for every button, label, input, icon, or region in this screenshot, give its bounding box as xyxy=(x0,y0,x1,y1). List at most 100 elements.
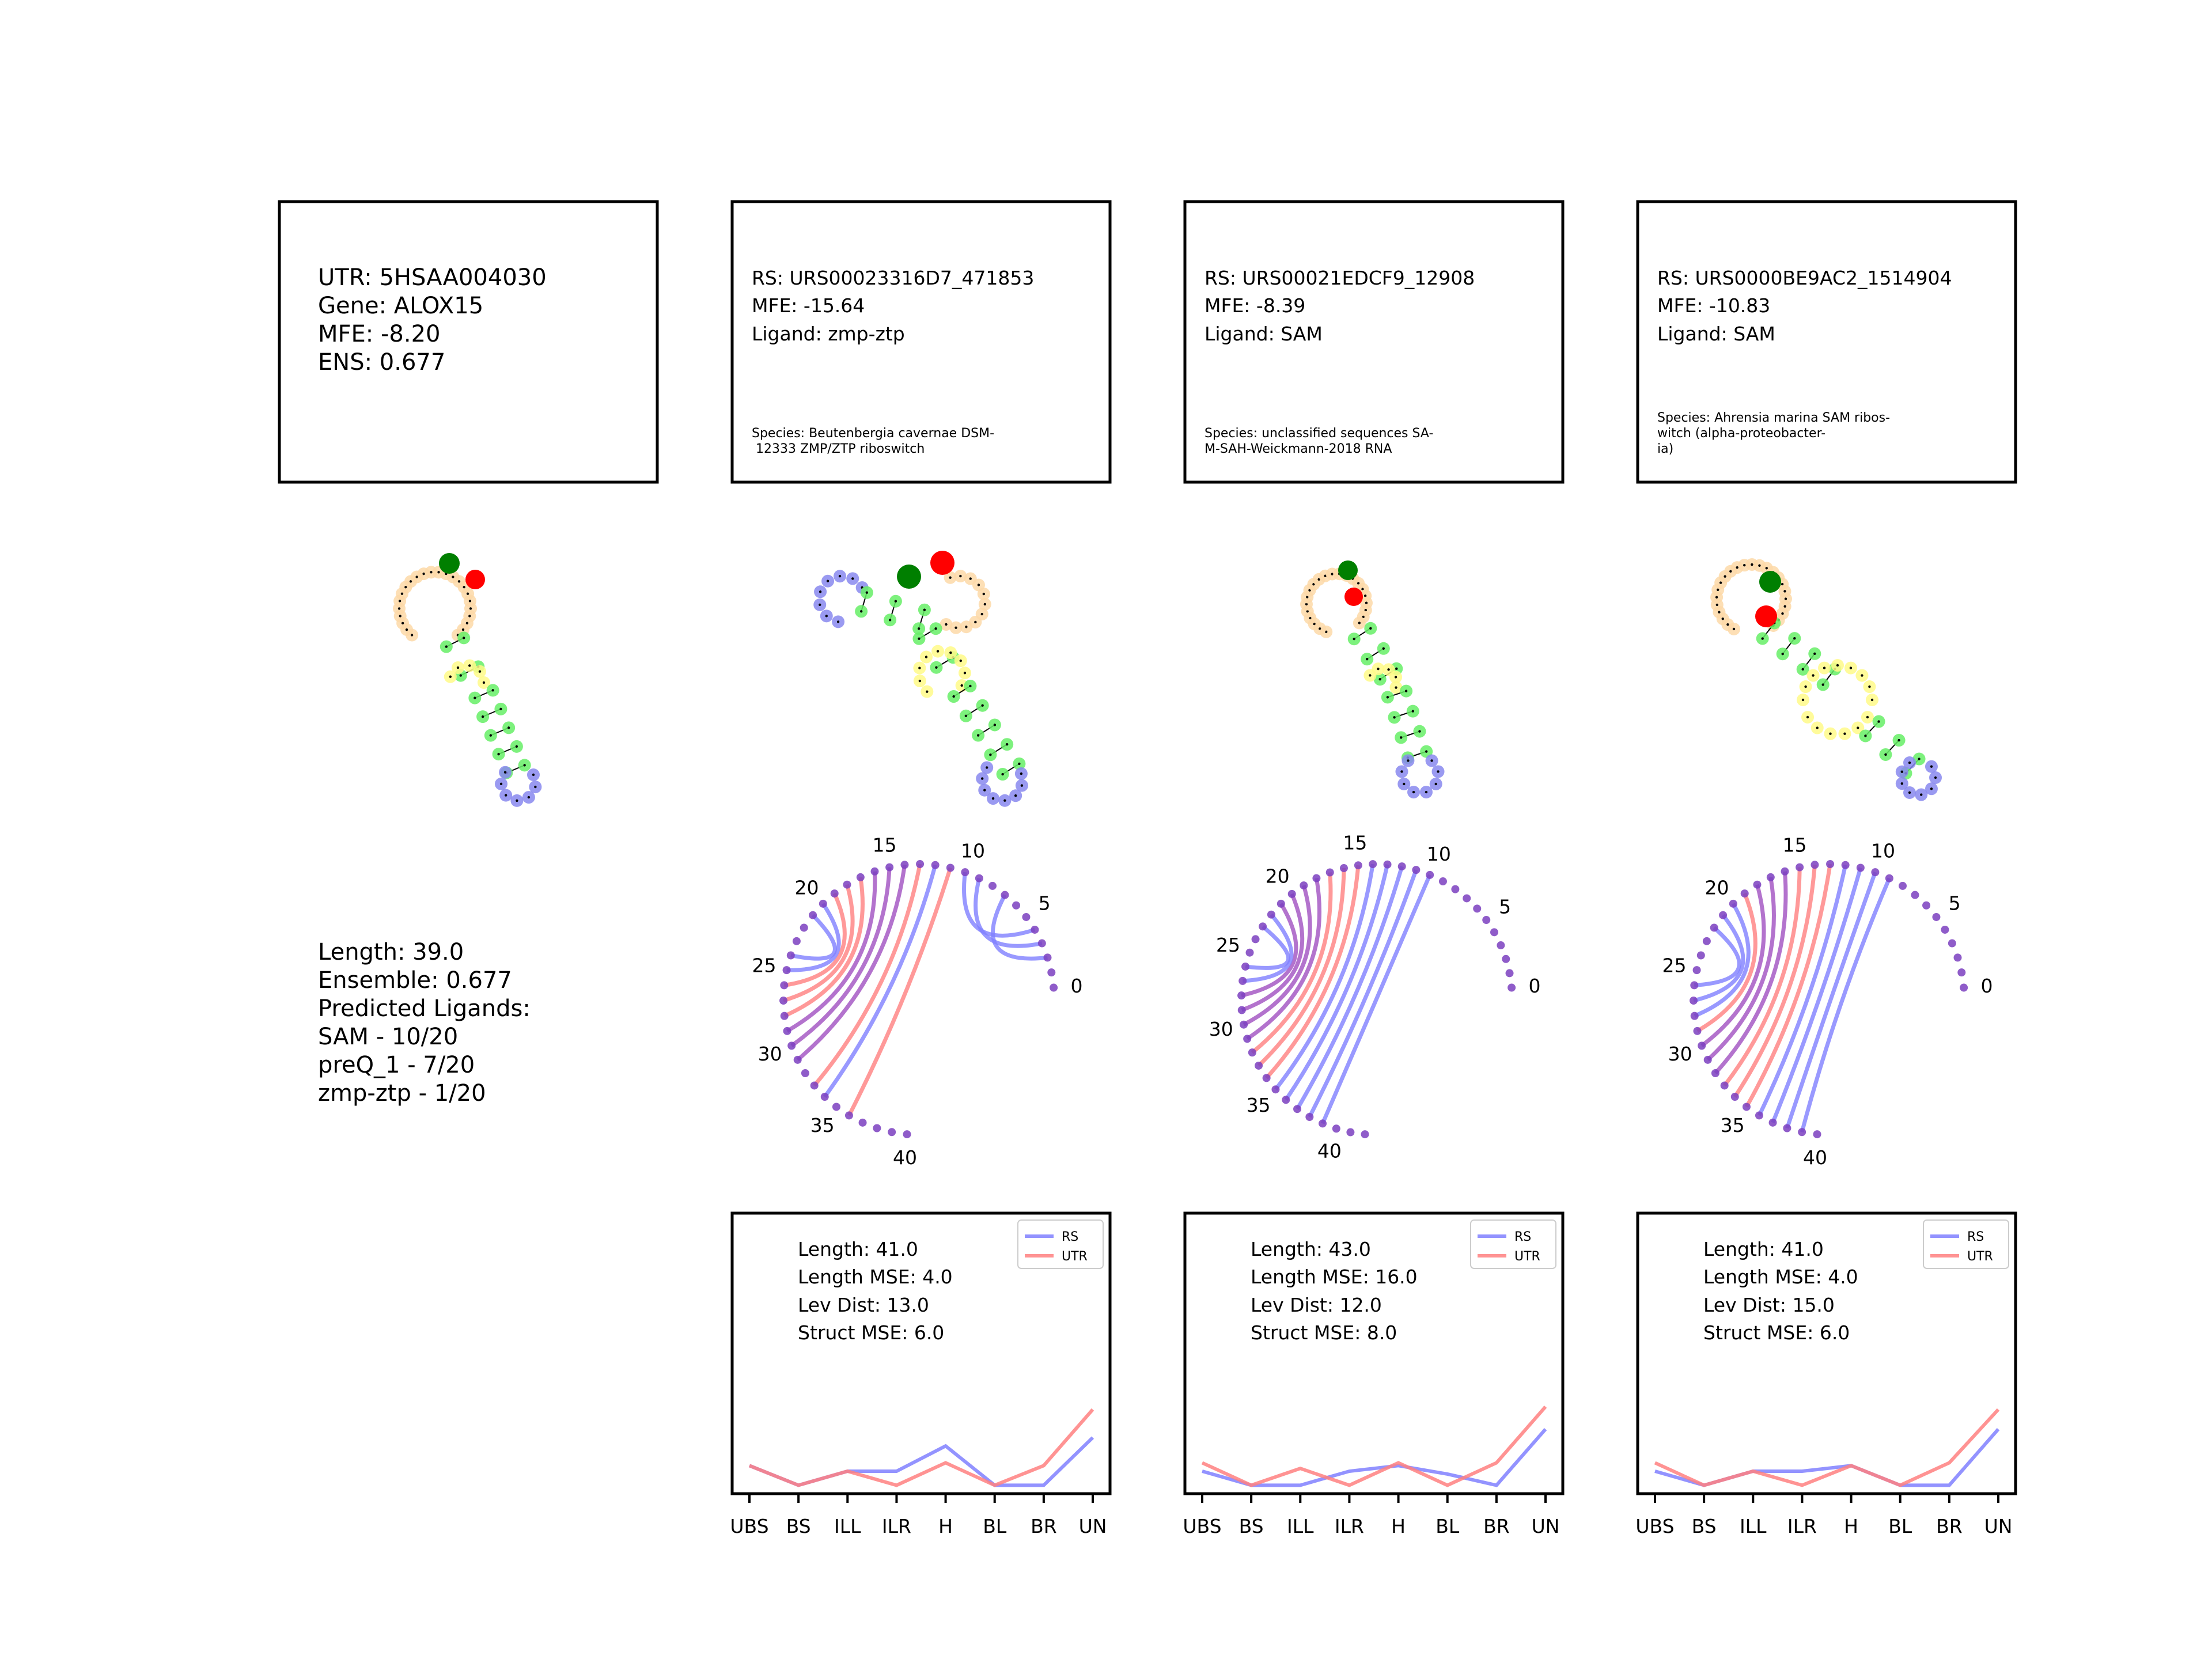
base-pair-arc xyxy=(1251,872,1333,1054)
series-line-rs xyxy=(748,1436,1094,1487)
x-tick-label: H xyxy=(1844,1515,1858,1537)
arc-tick-label: 10 xyxy=(1427,843,1451,865)
utr-ens-text: ENS: 0.677 xyxy=(318,349,445,376)
utr-length-text: Length: 39.0 xyxy=(318,939,464,965)
base-pair-arc xyxy=(1771,867,1863,1124)
arc-nucleotide-dot xyxy=(1332,1124,1340,1133)
series-line-rs xyxy=(1202,1428,1547,1487)
base-pair-arc xyxy=(991,894,1048,961)
nucleotide-center xyxy=(503,771,507,774)
metric-length: Length: 41.0 xyxy=(798,1238,918,1260)
nucleotide-center xyxy=(980,777,984,780)
metric-lev-dist: Lev Dist: 13.0 xyxy=(798,1294,929,1316)
nucleotide-center xyxy=(1743,563,1746,567)
nucleotide-center xyxy=(1793,637,1796,640)
arc-nucleotide-dot xyxy=(946,863,955,872)
utr-ensemble-text: Ensemble: 0.677 xyxy=(318,967,512,994)
series-line-utr xyxy=(748,1408,1094,1487)
base-pair-arc xyxy=(1308,869,1418,1118)
nucleotide-center xyxy=(457,580,461,583)
rs-id-text: RS: URS0000BE9AC2_1514904 xyxy=(1657,267,1952,289)
arc-nucleotide-dot xyxy=(1960,983,1968,992)
comparison-chart-1: Length: 41.0 Length MSE: 4.0 Lev Dist: 1… xyxy=(730,1211,1112,1537)
base-pair-arc xyxy=(1693,914,1745,1003)
base-pair-arc xyxy=(1714,871,1788,1075)
nucleotide-center xyxy=(1377,667,1380,671)
chart-frame xyxy=(1183,1211,1565,1495)
nucleotide-center xyxy=(1407,759,1410,762)
base-pair-arc xyxy=(1757,865,1848,1116)
nucleotide-center xyxy=(974,620,977,624)
end-marker xyxy=(1755,605,1777,627)
base-pair-arc xyxy=(1320,874,1432,1124)
nucleotide-center xyxy=(1430,759,1433,762)
nucleotide-center xyxy=(1732,627,1736,631)
arc-nucleotide-dot xyxy=(1768,1118,1777,1127)
arc-nucleotide-dot xyxy=(1031,925,1039,934)
rs-mfe-text: MFE: -15.64 xyxy=(752,294,865,317)
nucleotide-center xyxy=(917,627,921,630)
x-tick-label: BL xyxy=(983,1515,1007,1537)
arc-nucleotide-dot xyxy=(1325,868,1334,877)
nucleotide-center xyxy=(1020,772,1023,775)
nucleotide-center xyxy=(482,681,486,684)
arc-tick-label: 30 xyxy=(1668,1043,1692,1065)
arc-nucleotide-dot xyxy=(800,923,808,932)
x-tick-label: BR xyxy=(1936,1515,1963,1537)
arc-nucleotide-dot xyxy=(1346,1128,1355,1137)
nucleotide-center xyxy=(982,592,985,596)
nucleotide-center xyxy=(888,619,892,622)
arc-nucleotide-dot xyxy=(1287,889,1296,898)
base-pair-arc xyxy=(1245,925,1290,970)
arc-nucleotide-dot xyxy=(830,889,839,898)
arc-nucleotide-dot xyxy=(1451,885,1460,893)
arc-nucleotide-dot xyxy=(780,1012,789,1020)
base-pair-arc xyxy=(1694,903,1751,1018)
nucleotide-center xyxy=(1325,630,1328,634)
arc-nucleotide-dot xyxy=(1255,1061,1263,1070)
arc-nucleotide-dot xyxy=(1482,916,1491,925)
nucleotide-center xyxy=(1813,652,1816,656)
arc-nucleotide-dot xyxy=(1508,983,1516,992)
nucleotide-center xyxy=(1758,564,1761,567)
nucleotide-center xyxy=(1861,674,1863,677)
arc-nucleotide-dot xyxy=(885,863,894,872)
arc-nucleotide-dot xyxy=(1730,1093,1739,1101)
nucleotide-center xyxy=(934,627,937,630)
arc-nucleotide-dot xyxy=(1259,922,1267,931)
utr-predicted-ligands-label: Predicted Ligands: xyxy=(318,995,531,1022)
nucleotide-center xyxy=(459,674,462,677)
arc-nucleotide-dot xyxy=(1755,1111,1763,1120)
nucleotide-center xyxy=(991,797,995,800)
arc-nucleotide-dot xyxy=(1438,877,1447,886)
arc-nucleotide-dot xyxy=(1243,1035,1252,1043)
arc-nucleotide-dot xyxy=(1237,1006,1246,1014)
nucleotide-center xyxy=(1719,581,1722,584)
start-marker xyxy=(897,565,921,589)
metric-length-mse: Length MSE: 4.0 xyxy=(1703,1266,1858,1288)
base-pair-arc xyxy=(1722,867,1802,1087)
rs-ligand-text: Ligand: SAM xyxy=(1657,323,1775,345)
arc-nucleotide-dot xyxy=(1781,867,1789,876)
arc-nucleotide-dot xyxy=(1497,941,1505,950)
base-pair-arc xyxy=(1243,913,1294,983)
x-tick-label: BS xyxy=(1239,1515,1264,1537)
arc-nucleotide-dot xyxy=(1319,1119,1327,1128)
arc-tick-label: 30 xyxy=(758,1043,782,1065)
nucleotide-center xyxy=(1324,574,1327,577)
rs-species-line-2: M-SAH-Weickmann-2018 RNA xyxy=(1205,442,1392,456)
nucleotide-center xyxy=(1783,605,1786,608)
nucleotide-center xyxy=(1003,799,1006,802)
nucleotide-center xyxy=(1843,732,1846,735)
arc-nucleotide-dot xyxy=(1043,953,1052,962)
rs-species-line-1: Species: Beutenbergia cavernae DSM- xyxy=(752,426,994,441)
x-tick-label: UBS xyxy=(1635,1515,1674,1537)
nucleotide-center xyxy=(993,724,997,726)
rs-card-frame xyxy=(730,200,1112,484)
nucleotide-center xyxy=(491,689,494,692)
base-pair-arc xyxy=(786,902,841,972)
nucleotide-center xyxy=(404,586,407,589)
arc-nucleotide-dot xyxy=(1412,866,1421,874)
base-pair-arc xyxy=(1274,863,1375,1091)
nucleotide-center xyxy=(1801,698,1805,702)
